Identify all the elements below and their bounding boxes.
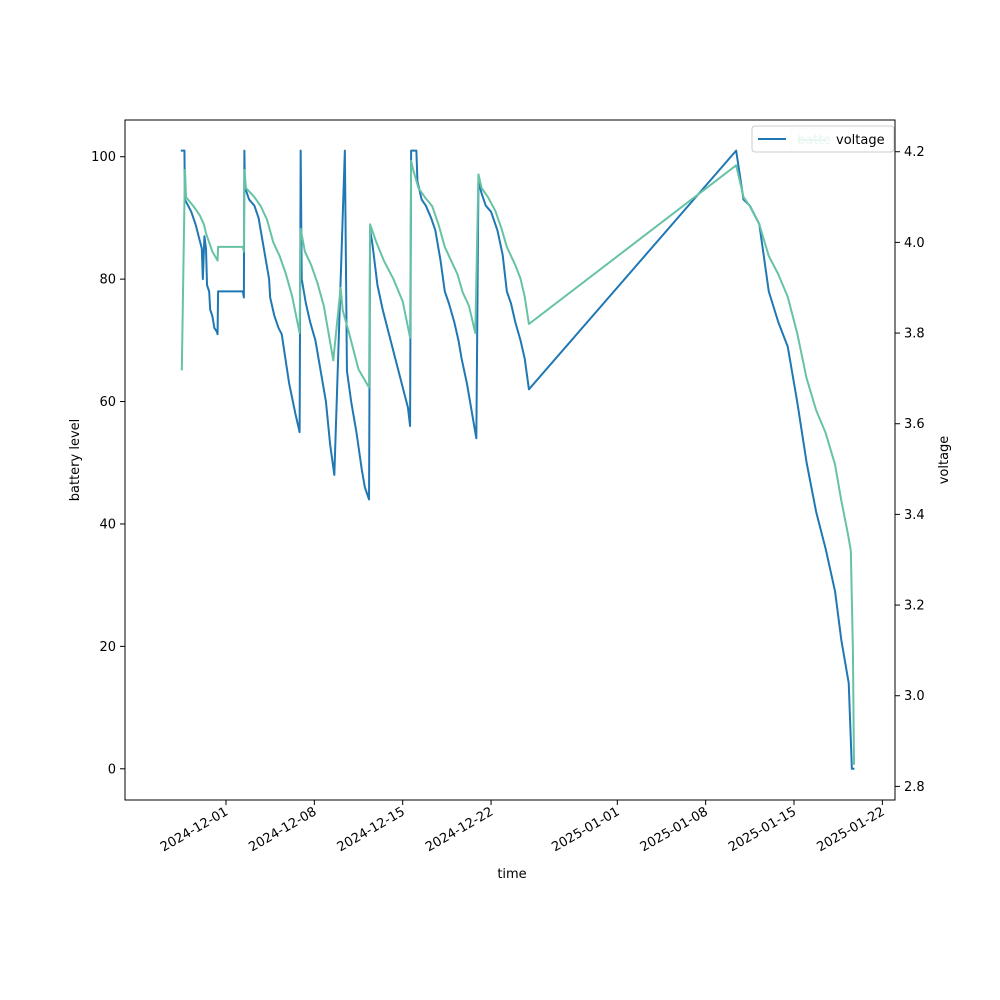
y-left-tick-label: 60 [99, 395, 116, 410]
y-left-tick-label: 40 [99, 517, 116, 532]
y-right-tick-label: 3.4 [904, 508, 925, 523]
y-axis-left: 0 20 40 60 80 100 [91, 150, 125, 777]
series-layer [180, 149, 855, 770]
y-right-tick-label: 2.8 [904, 780, 925, 795]
x-axis-title: time [497, 867, 526, 882]
series-line-voltage [180, 159, 855, 765]
y-right-tick-label: 3.0 [904, 689, 925, 704]
plot-frame [124, 119, 896, 801]
legend-voltage-label: voltage [836, 133, 885, 148]
y-left-tick-label: 20 [99, 640, 116, 655]
legend-voltage: voltage [751, 125, 895, 153]
y-left-tick-label: 80 [99, 273, 116, 288]
y-right-tick-label: 3.6 [904, 417, 925, 432]
y-axis-right-title: voltage [937, 436, 952, 485]
y-axis-right: 2.8 3.0 3.2 3.4 3.6 3.8 4.0 4.2 [895, 145, 925, 795]
y-right-tick-label: 4.2 [904, 145, 925, 160]
y-right-tick-label: 4.0 [904, 236, 925, 251]
series-line-battery [180, 149, 855, 770]
y-left-tick-label: 100 [91, 150, 116, 165]
y-right-tick-label: 3.8 [904, 327, 925, 342]
y-right-tick-label: 3.2 [904, 599, 925, 614]
y-left-tick-label: 0 [108, 762, 116, 777]
legend-voltage-label-backdrop [830, 128, 890, 150]
y-axis-left-title: battery level [68, 419, 83, 502]
